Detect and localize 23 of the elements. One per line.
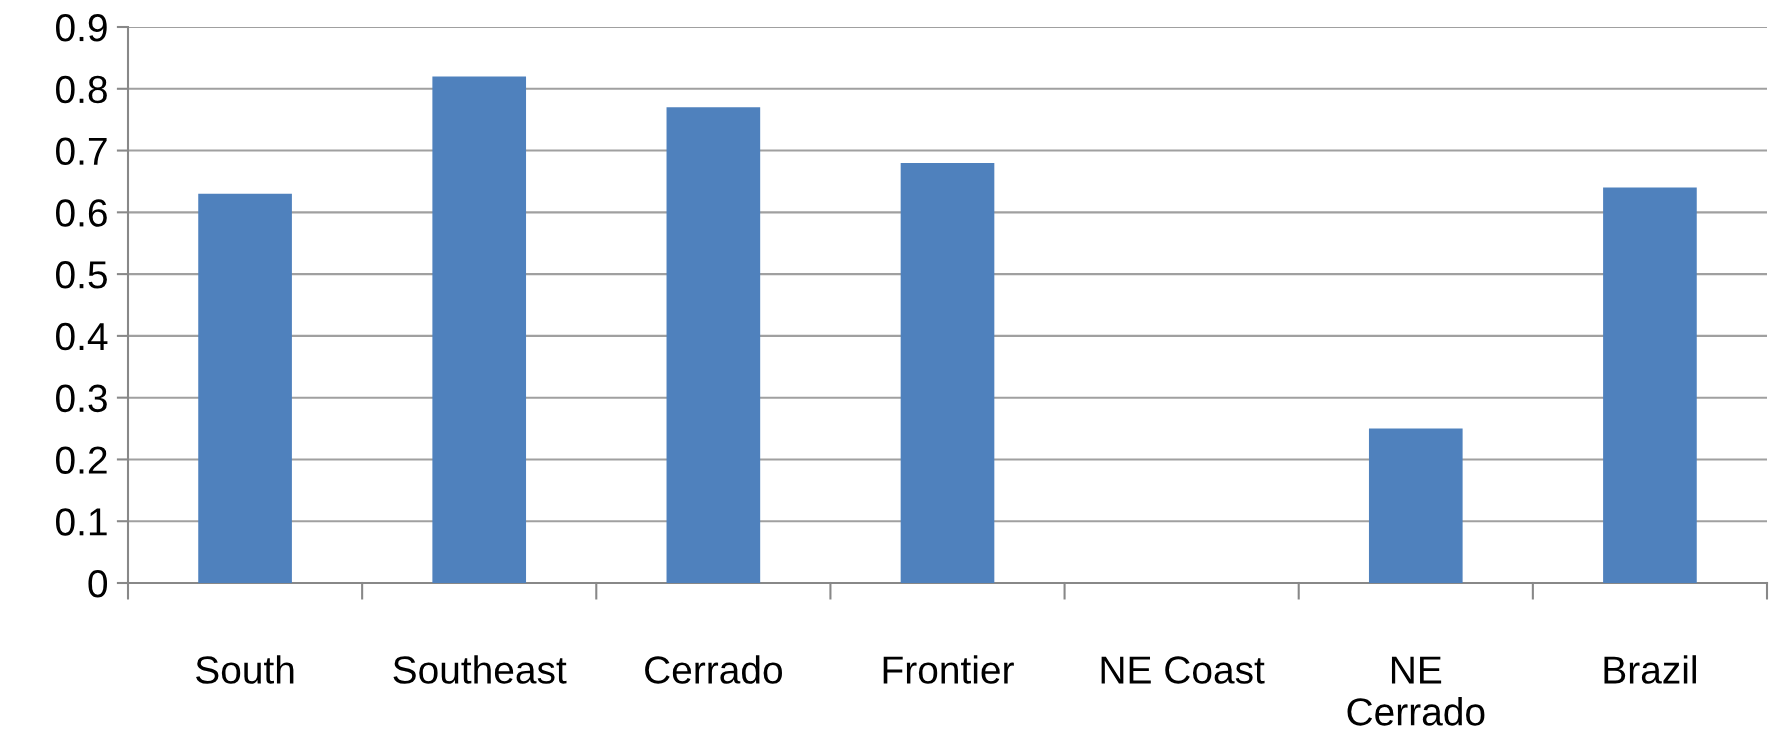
- y-tick-label: 0.5: [56, 261, 107, 289]
- y-tick-label: 0.4: [56, 322, 108, 351]
- x-tick-label: Brazil: [1604, 655, 1696, 684]
- x-tick-label: NE Coast: [1101, 656, 1265, 684]
- y-tick-label: 0: [88, 569, 108, 598]
- x-tick-label: Frontier: [883, 655, 1014, 684]
- bar: [1368, 428, 1463, 583]
- y-tick-label: 0.8: [56, 75, 107, 104]
- y-tick-label: 0.6: [56, 199, 107, 227]
- x-tick-label: Cerrado: [645, 655, 782, 684]
- y-tick-label: 0.3: [56, 384, 107, 413]
- bar: [432, 76, 527, 583]
- bar: [1603, 187, 1697, 583]
- x-tick-label: NE Cerrado: [1347, 656, 1485, 726]
- bar: [900, 162, 995, 583]
- y-tick-label: 0.7: [56, 137, 107, 166]
- x-tick-label: South: [196, 655, 294, 684]
- y-tick-label: 0.1: [56, 508, 107, 536]
- y-tick-label: 0.9: [56, 13, 107, 42]
- x-tick-label: Southeast: [393, 655, 567, 684]
- y-tick-label: 0.2: [56, 446, 107, 474]
- bar: [666, 107, 761, 583]
- bar: [198, 193, 292, 583]
